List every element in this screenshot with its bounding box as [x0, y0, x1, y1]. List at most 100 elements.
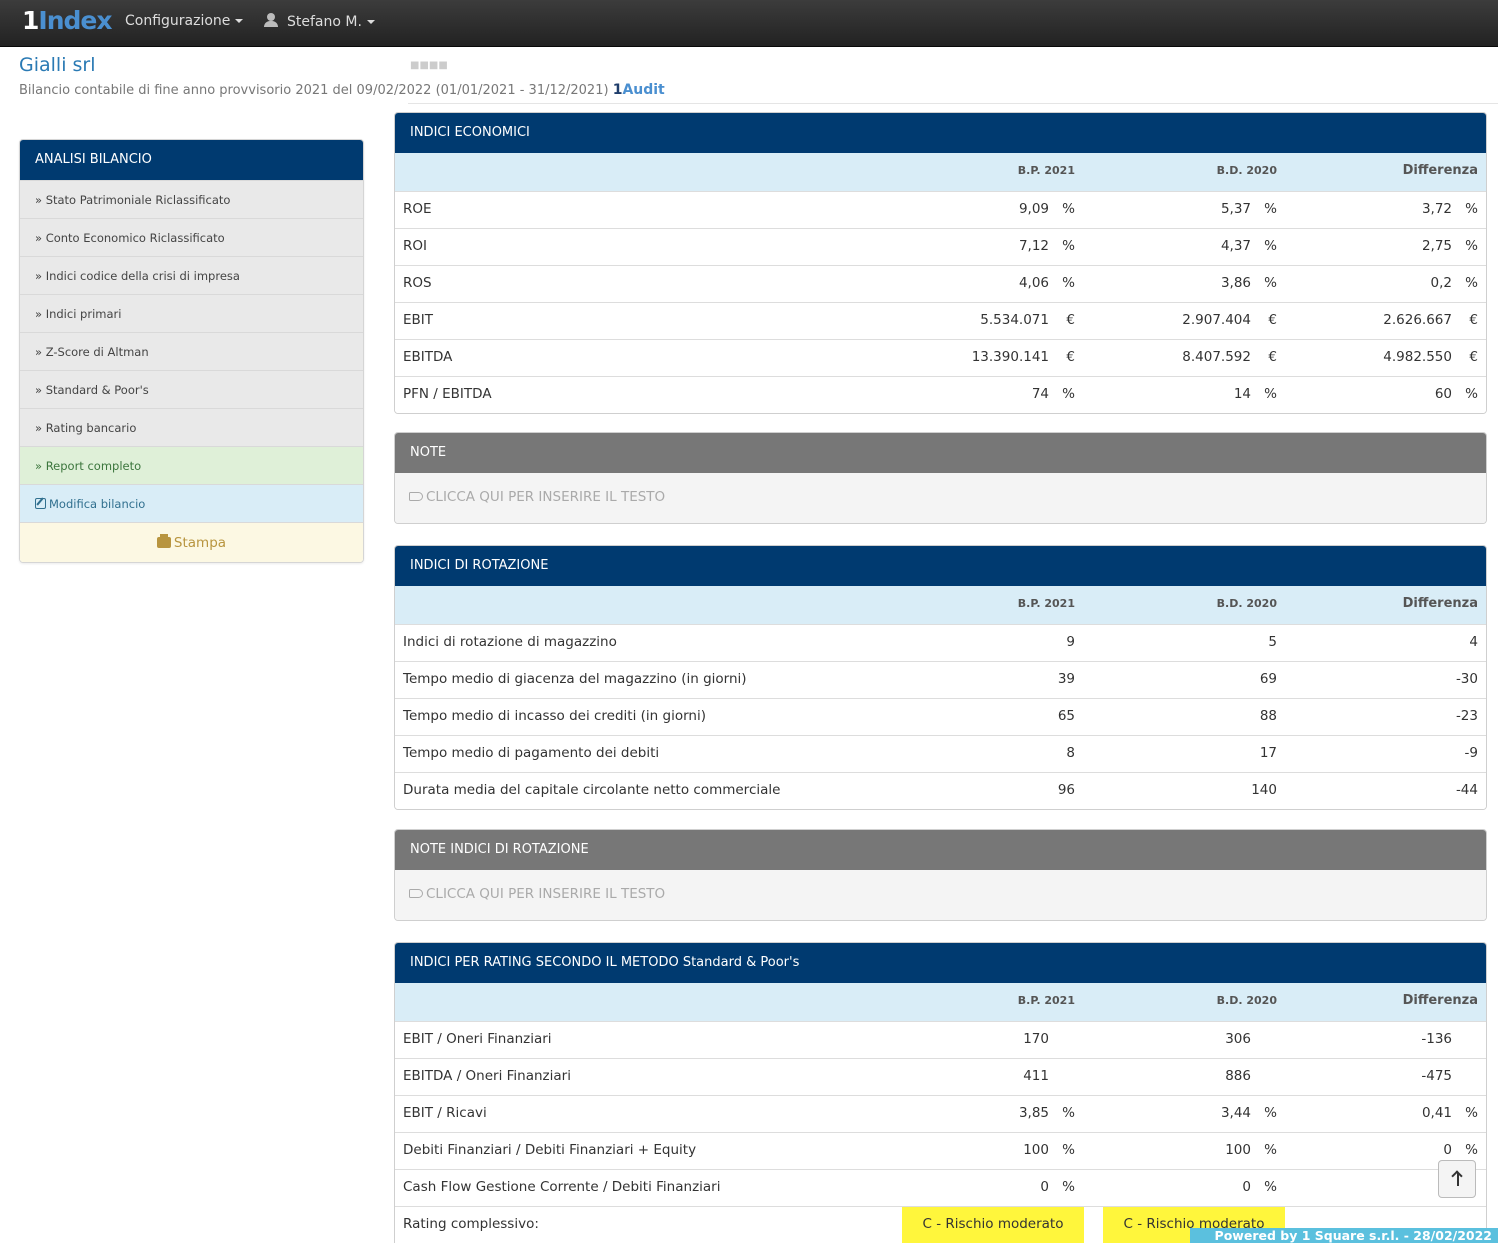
user-label: Stefano M.: [287, 14, 362, 30]
row-label: ROS: [403, 275, 432, 291]
value-number: -23: [1455, 708, 1478, 724]
value-cell: 3,72%: [1422, 201, 1478, 217]
value-number: 2.626.667: [1383, 312, 1452, 328]
row-label: ROI: [403, 238, 427, 254]
value-unit: %: [1062, 238, 1075, 254]
value-cell: -9: [1465, 745, 1478, 761]
value-number: -136: [1421, 1031, 1452, 1047]
value-unit: %: [1465, 275, 1478, 291]
subtitle-text: Bilancio contabile di fine anno provviso…: [19, 83, 609, 98]
sidebar-item-standard-poors[interactable]: » Standard & Poor's: [20, 370, 363, 408]
value-cell: 3,44%: [1221, 1105, 1277, 1121]
row-label: Tempo medio di pagamento dei debiti: [403, 745, 660, 761]
value-unit: %: [1062, 1179, 1075, 1195]
value-unit: €: [1268, 312, 1277, 328]
sidebar-title: ANALISI BILANCIO: [20, 140, 363, 180]
value-number: 3,44: [1220, 1105, 1251, 1121]
panel-title: INDICI PER RATING SECONDO IL METODO Stan…: [395, 943, 1486, 983]
value-cell: 8: [1066, 745, 1075, 761]
value-number: 88: [1259, 708, 1277, 724]
row-label: Durata media del capitale circolante net…: [403, 782, 781, 798]
sidebar-item-indici-primari[interactable]: » Indici primari: [20, 294, 363, 332]
table-row: EBIT 5.534.071 €2.907.404 €2.626.667 €: [395, 302, 1486, 339]
value-number: 3,85: [1018, 1105, 1049, 1121]
value-unit: %: [1264, 1105, 1277, 1121]
modifica-bilancio-link[interactable]: Modifica bilancio: [20, 484, 363, 522]
caret-down-icon: [235, 19, 244, 23]
row-label: Indici di rotazione di magazzino: [403, 634, 617, 650]
note-input-area[interactable]: CLICCA QUI PER INSERIRE IL TESTO: [395, 473, 1486, 523]
value-number: 8.407.592: [1182, 349, 1251, 365]
value-number: 0,41: [1421, 1105, 1452, 1121]
value-number: 170: [1023, 1031, 1049, 1047]
value-number: 4: [1469, 634, 1478, 650]
sidebar-item-report-completo[interactable]: » Report completo: [20, 446, 363, 484]
scroll-to-top-button[interactable]: [1438, 1160, 1476, 1198]
col-bp-2021: B.P. 2021: [1017, 994, 1075, 1007]
value-cell: 2.907.404 €: [1182, 312, 1277, 328]
value-number: 0: [1443, 1142, 1452, 1158]
value-number: 7,12: [1018, 238, 1049, 254]
table-row: Durata media del capitale circolante net…: [395, 772, 1486, 809]
sidebar-item-z-score[interactable]: » Z-Score di Altman: [20, 332, 363, 370]
value-number: 5,37: [1220, 201, 1251, 217]
value-cell: -136: [1421, 1031, 1478, 1047]
note-rotazione-input-area[interactable]: CLICCA QUI PER INSERIRE IL TESTO: [395, 870, 1486, 920]
value-cell: 100%: [1225, 1142, 1277, 1158]
value-number: 60: [1434, 386, 1452, 402]
sidebar-item-indici-crisi[interactable]: » Indici codice della crisi di impresa: [20, 256, 363, 294]
value-unit: %: [1465, 386, 1478, 402]
user-menu[interactable]: Stefano M.: [264, 13, 375, 30]
sidebar-item-rating-bancario[interactable]: » Rating bancario: [20, 408, 363, 446]
value-cell: 69: [1260, 671, 1277, 687]
panel-note-rotazione: NOTE INDICI DI ROTAZIONE CLICCA QUI PER …: [394, 829, 1487, 921]
configurazione-label: Configurazione: [125, 13, 231, 29]
caret-down-icon: [366, 20, 375, 24]
panel-title: INDICI DI ROTAZIONE: [395, 546, 1486, 586]
sidebar-item-conto-economico[interactable]: » Conto Economico Riclassificato: [20, 218, 363, 256]
value-number: 411: [1023, 1068, 1049, 1084]
value-unit: %: [1062, 1105, 1075, 1121]
sidebar-item-stato-patrimoniale[interactable]: » Stato Patrimoniale Riclassificato: [20, 180, 363, 218]
value-unit: %: [1264, 275, 1277, 291]
row-label: EBITDA / Oneri Finanziari: [403, 1068, 571, 1084]
value-unit: %: [1264, 201, 1277, 217]
hidden-tabs-bar: ■■■■: [408, 56, 1498, 104]
value-number: 8: [1066, 745, 1075, 761]
row-label: EBIT / Oneri Finanziari: [403, 1031, 552, 1047]
value-unit: %: [1264, 1142, 1277, 1158]
panel-title: NOTE INDICI DI ROTAZIONE: [395, 830, 1486, 870]
value-cell: 5,37%: [1221, 201, 1277, 217]
row-label: EBIT / Ricavi: [403, 1105, 487, 1121]
value-number: 96: [1057, 782, 1075, 798]
value-unit: %: [1062, 1142, 1075, 1158]
row-label: Debiti Finanziari / Debiti Finanziari + …: [403, 1142, 697, 1158]
value-cell: 8.407.592 €: [1182, 349, 1277, 365]
value-number: 69: [1259, 671, 1277, 687]
brand-logo[interactable]: 1Index: [22, 6, 112, 35]
print-icon: [156, 534, 171, 548]
hand-pointer-icon: [409, 889, 423, 898]
value-unit: %: [1465, 1142, 1478, 1158]
value-number: -475: [1421, 1068, 1452, 1084]
value-number: 13.390.141: [971, 349, 1049, 365]
configurazione-menu[interactable]: Configurazione: [125, 13, 244, 29]
column-header-row: B.P. 2021 B.D. 2020 Differenza: [395, 983, 1486, 1021]
company-title: Gialli srl: [19, 54, 96, 76]
value-number: 4,37: [1220, 238, 1251, 254]
value-cell: 886: [1225, 1068, 1277, 1084]
value-number: 74: [1031, 386, 1049, 402]
value-cell: 3,85%: [1019, 1105, 1075, 1121]
value-number: 3,72: [1421, 201, 1452, 217]
value-unit: %: [1264, 386, 1277, 402]
col-bp-2021: B.P. 2021: [1017, 597, 1075, 610]
print-button[interactable]: Stampa: [20, 522, 363, 562]
value-unit: %: [1062, 201, 1075, 217]
table-row: Tempo medio di pagamento dei debiti 8 17 -9: [395, 735, 1486, 772]
table-row: ROE 9,09% 5,37% 3,72%: [395, 191, 1486, 228]
panel-note: NOTE CLICCA QUI PER INSERIRE IL TESTO: [394, 432, 1487, 524]
col-bd-2020: B.D. 2020: [1216, 597, 1277, 610]
col-differenza: Differenza: [1402, 596, 1478, 611]
value-cell: 17: [1260, 745, 1277, 761]
value-number: 17: [1259, 745, 1277, 761]
